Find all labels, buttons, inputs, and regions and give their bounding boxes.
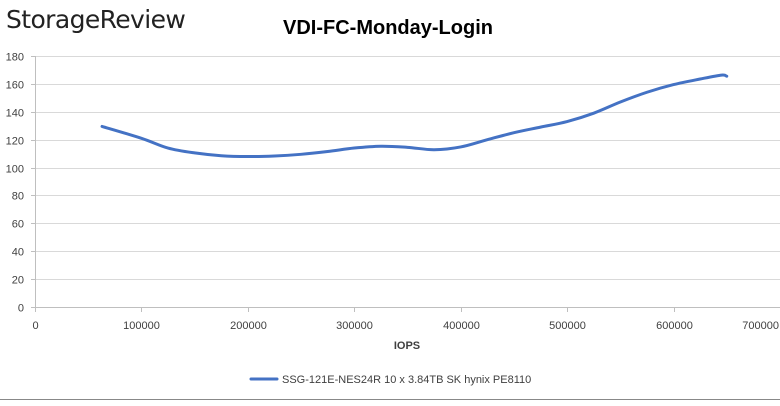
x-tick-label: 200000 <box>230 320 267 332</box>
y-tick-label: 20 <box>12 275 24 287</box>
x-tick-label: 0 <box>32 320 38 332</box>
legend-item: SSG-121E-NES24R 10 x 3.84TB SK hynix PE8… <box>249 374 531 386</box>
series-line-0 <box>100 73 729 159</box>
y-tick-label: 40 <box>12 247 24 259</box>
y-tick-label: 0 <box>18 303 24 315</box>
y-tick-label: 180 <box>6 52 24 64</box>
legend: SSG-121E-NES24R 10 x 3.84TB SK hynix PE8… <box>249 374 531 386</box>
y-tick-label: 120 <box>6 136 24 148</box>
legend-label: SSG-121E-NES24R 10 x 3.84TB SK hynix PE8… <box>282 374 531 386</box>
x-axis-tick-labels: 0 100000 200000 300000 400000 500000 600000 700… <box>32 320 779 332</box>
x-tick-label: 400000 <box>443 320 480 332</box>
x-tick-label: 500000 <box>549 320 586 332</box>
y-tick-label: 160 <box>6 80 24 92</box>
y-tick-label: 60 <box>12 219 24 231</box>
x-tick-label: 300000 <box>336 320 373 332</box>
chart-title: VDI-FC-Monday-Login <box>283 17 493 39</box>
gridlines <box>35 56 780 280</box>
axes <box>31 56 780 312</box>
y-tick-label: 140 <box>6 108 24 120</box>
y-tick-label: 100 <box>6 164 24 176</box>
y-axis-tick-labels: 0 20 40 60 80 100 120 140 160 180 <box>6 52 24 315</box>
y-tick-label: 80 <box>12 191 24 203</box>
x-tick-label: 600000 <box>656 320 693 332</box>
storagereview-logo: StorageReview <box>6 5 185 34</box>
x-tick-label: 100000 <box>123 320 160 332</box>
x-axis-label: IOPS <box>394 340 420 352</box>
x-tick-label: 700000 <box>742 320 779 332</box>
series-lines <box>100 73 729 159</box>
